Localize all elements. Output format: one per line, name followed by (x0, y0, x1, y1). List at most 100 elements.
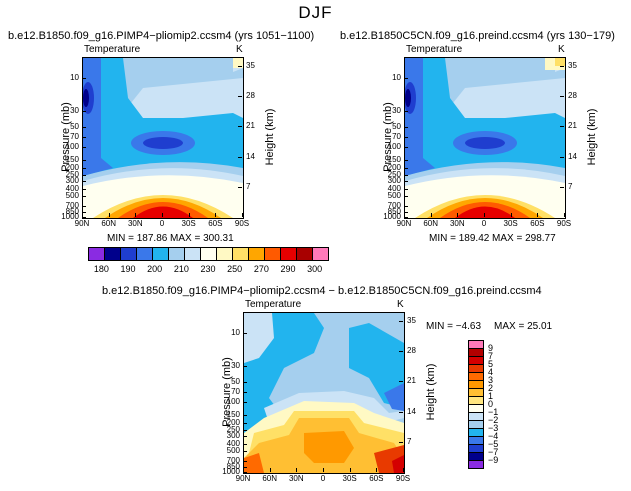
colorbar-diff-label: −3 (488, 423, 499, 433)
height-tick-mark (238, 96, 242, 98)
field-diff-deep-orange (244, 453, 264, 473)
pressure-tick-label: 10 (231, 327, 240, 337)
pressure-tick-label: 70 (392, 131, 401, 141)
colorbar-abs-label: 290 (280, 264, 296, 274)
field-tropic-cold-inner (143, 137, 183, 149)
field-core-pole-inner (405, 89, 411, 107)
field-diff-red-2 (392, 455, 404, 473)
pressure-tick-label: 70 (70, 131, 79, 141)
pressure-tick-mark (243, 461, 247, 463)
pressure-tick-label: 850 (65, 207, 79, 217)
x-tick-mark (296, 468, 298, 472)
pressure-tick-mark (404, 168, 408, 170)
x-tick-label: 90S (395, 474, 411, 483)
field-diff-cold-lat (384, 383, 404, 411)
field-diff-light (244, 313, 274, 363)
pressure-tick-mark (243, 391, 247, 393)
height-tick-label: 21 (407, 376, 416, 386)
field-band-mid (83, 58, 243, 176)
pressure-tick-label: 250 (226, 425, 240, 435)
colorbar-abs-swatch (168, 247, 185, 261)
panel1-max: MAX = 300.31 (170, 234, 234, 244)
panel3-units: K (397, 299, 404, 310)
pressure-tick-mark (243, 467, 247, 469)
height-tick-mark (560, 186, 564, 188)
colorbar-abs-label: 270 (253, 264, 269, 274)
height-tick-label: 28 (568, 91, 577, 101)
height-tick-label: 28 (246, 91, 255, 101)
pressure-tick-mark (243, 430, 247, 432)
height-tick-label: 35 (568, 61, 577, 70)
panel3-title: b.e12.B1850.f09_g16.PIMP4−pliomip2.ccsm4… (102, 285, 542, 297)
height-tick-mark (399, 441, 403, 443)
pressure-tick-label: 400 (65, 184, 79, 194)
pressure-tick-label: 200 (65, 163, 79, 173)
x-tick-mark (82, 213, 83, 217)
x-tick-label: 30N (449, 219, 465, 228)
panel2-subtitle: Temperature (406, 44, 463, 55)
page-title: DJF (298, 3, 333, 22)
colorbar-diff-label: 2 (488, 383, 494, 393)
x-tick-mark (323, 468, 324, 472)
panel3-plot (243, 312, 405, 474)
pressure-tick-mark (82, 212, 86, 214)
panel2-plot (404, 57, 566, 219)
x-tick-mark (269, 468, 271, 472)
x-tick-label: 60N (101, 219, 116, 228)
pressure-tick-label: 150 (387, 154, 401, 164)
height-tick-mark (399, 381, 403, 383)
x-tick-mark (404, 213, 405, 217)
pressure-tick-label: 70 (231, 386, 240, 396)
colorbar-diff-label: 9 (488, 343, 494, 353)
pressure-tick-label: 500 (65, 191, 79, 201)
pressure-tick-mark (82, 217, 86, 218)
field-band-mid (405, 58, 565, 176)
x-tick-mark (510, 213, 512, 217)
colorbar-diff-label: 1 (488, 391, 494, 401)
pressure-tick-label: 1000 (61, 212, 79, 221)
colorbar-abs-label: 190 (120, 264, 136, 274)
pressure-tick-label: 500 (226, 446, 240, 456)
x-tick-label: 60S (208, 219, 223, 228)
pressure-tick-mark (243, 332, 247, 334)
panel1-max-label: MAX = (170, 233, 204, 244)
colorbar-abs-swatch (312, 247, 329, 261)
field-tropic-cold-inner (465, 137, 505, 149)
pressure-tick-mark (243, 472, 247, 473)
pressure-tick-mark (404, 111, 408, 113)
pressure-tick-mark (243, 435, 247, 437)
x-tick-label: 0 (320, 474, 326, 483)
panel1-title: b.e12.B1850.f09_g16.PIMP4−pliomip2.ccsm4… (8, 30, 315, 42)
colorbar-diff-label: −5 (488, 439, 499, 449)
x-tick-mark (242, 213, 243, 217)
pressure-tick-mark (243, 381, 247, 383)
panel3-subtitle: Temperature (245, 299, 302, 310)
pressure-tick-mark (404, 217, 408, 218)
colorbar-diff-label: 0 (488, 399, 494, 409)
field-top-right (233, 58, 243, 68)
colorbar-diff-label: 3 (488, 375, 494, 385)
x-tick-label: 30S (503, 219, 518, 228)
colorbar-abs-swatch (264, 247, 281, 261)
panel1-min-value: 187.86 (136, 233, 168, 244)
x-tick-mark (484, 213, 485, 217)
x-tick-mark (349, 468, 351, 472)
pressure-tick-mark (243, 402, 247, 404)
field-diff-blue-right (349, 323, 404, 408)
colorbar-abs-swatch (280, 247, 297, 261)
pressure-tick-label: 400 (387, 184, 401, 194)
colorbar-abs-swatch (152, 247, 169, 261)
x-tick-mark (215, 213, 217, 217)
pressure-tick-label: 150 (65, 154, 79, 164)
pressure-tick-mark (404, 206, 408, 208)
height-tick-mark (560, 156, 564, 158)
pressure-tick-mark (243, 451, 247, 453)
pressure-tick-label: 500 (387, 191, 401, 201)
panel2-max: MAX = 298.77 (492, 234, 556, 244)
pressure-tick-label: 850 (226, 462, 240, 472)
pressure-tick-mark (404, 136, 408, 138)
x-tick-label: 30S (342, 474, 357, 483)
x-tick-mark (162, 213, 163, 217)
colorbar-abs-swatch (88, 247, 105, 261)
colorbar-diff-label: −7 (488, 447, 499, 457)
